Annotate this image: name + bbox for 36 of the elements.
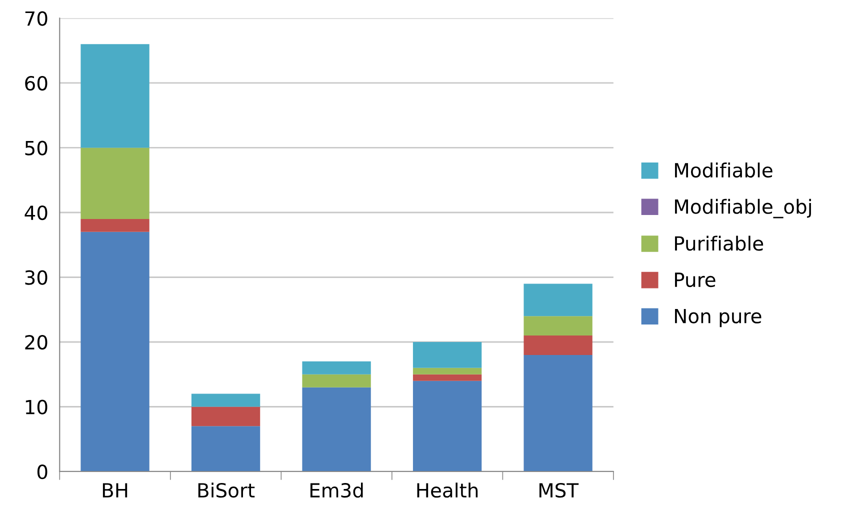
bar [524, 354, 592, 472]
x-tick-label: BiSort [198, 482, 255, 498]
bar [524, 284, 592, 316]
bar [412, 374, 482, 381]
bar [412, 368, 482, 374]
legend-label: Modifiable_obj [675, 198, 811, 218]
bar [302, 361, 371, 374]
bar [191, 394, 260, 407]
y-tick-label: 0 [37, 464, 48, 480]
legend-label: Non pure [675, 308, 762, 328]
legend-label: Modifiable [675, 162, 772, 178]
bar [412, 342, 482, 368]
bar [524, 316, 592, 336]
bar [80, 148, 150, 219]
x-tick-label: Em3d [310, 482, 363, 498]
bar [80, 232, 150, 472]
y-tick-label: 20 [25, 334, 48, 350]
y-tick-label: 30 [25, 270, 48, 285]
y-tick-label: 40 [24, 205, 48, 220]
x-tick-label: MST [539, 482, 579, 498]
bar [412, 380, 482, 472]
y-tick-label: 70 [25, 11, 48, 26]
bar [191, 426, 260, 472]
bar [80, 218, 150, 232]
bar [191, 406, 260, 426]
x-tick-label: BH [102, 483, 128, 498]
legend-label: Purifiable [675, 236, 764, 251]
bar [80, 44, 150, 148]
x-tick-label: Health [417, 482, 478, 498]
bar [302, 387, 371, 472]
y-tick-label: 50 [25, 140, 48, 156]
bar [524, 336, 592, 355]
bar [302, 374, 371, 388]
y-tick-label: 10 [26, 400, 48, 414]
legend-label: Pure [675, 272, 716, 288]
y-tick-label: 60 [25, 76, 48, 91]
